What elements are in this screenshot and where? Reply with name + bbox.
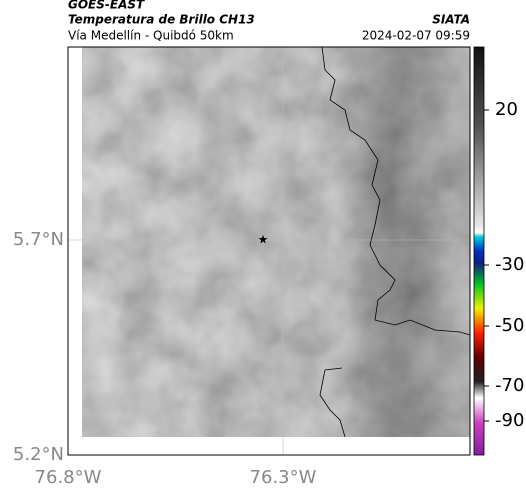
colorbar-tick-label: -90 bbox=[495, 410, 524, 431]
colorbar-tick-label: -70 bbox=[495, 375, 524, 396]
source: SIATA bbox=[432, 13, 470, 27]
subtitle: Temperatura de Brillo CH13 bbox=[68, 13, 255, 27]
route: Vía Medellín - Quibdó 50km bbox=[68, 29, 234, 43]
location-star: ★ bbox=[258, 233, 269, 247]
boundary bbox=[319, 46, 471, 438]
map-frame bbox=[67, 46, 471, 456]
colorbar-tick-label: -50 bbox=[495, 315, 524, 336]
colorbar-tick-label: 20 bbox=[495, 99, 518, 120]
lat-label: 5.2°N bbox=[13, 444, 64, 465]
lon-label: 76.3°W bbox=[250, 467, 317, 488]
image-shade bbox=[82, 47, 470, 437]
lon-label: 76.8°W bbox=[35, 467, 102, 488]
timestamp: 2024-02-07 09:59 bbox=[362, 29, 470, 43]
colorbar-tick-label: -30 bbox=[495, 254, 524, 275]
title: GOES-EAST bbox=[68, 0, 145, 12]
colorbar bbox=[473, 46, 485, 456]
axis-labels: 5.7°N 5.2°N76.8°W 76.3°W bbox=[13, 229, 317, 488]
lat-label: 5.7°N bbox=[13, 229, 64, 250]
